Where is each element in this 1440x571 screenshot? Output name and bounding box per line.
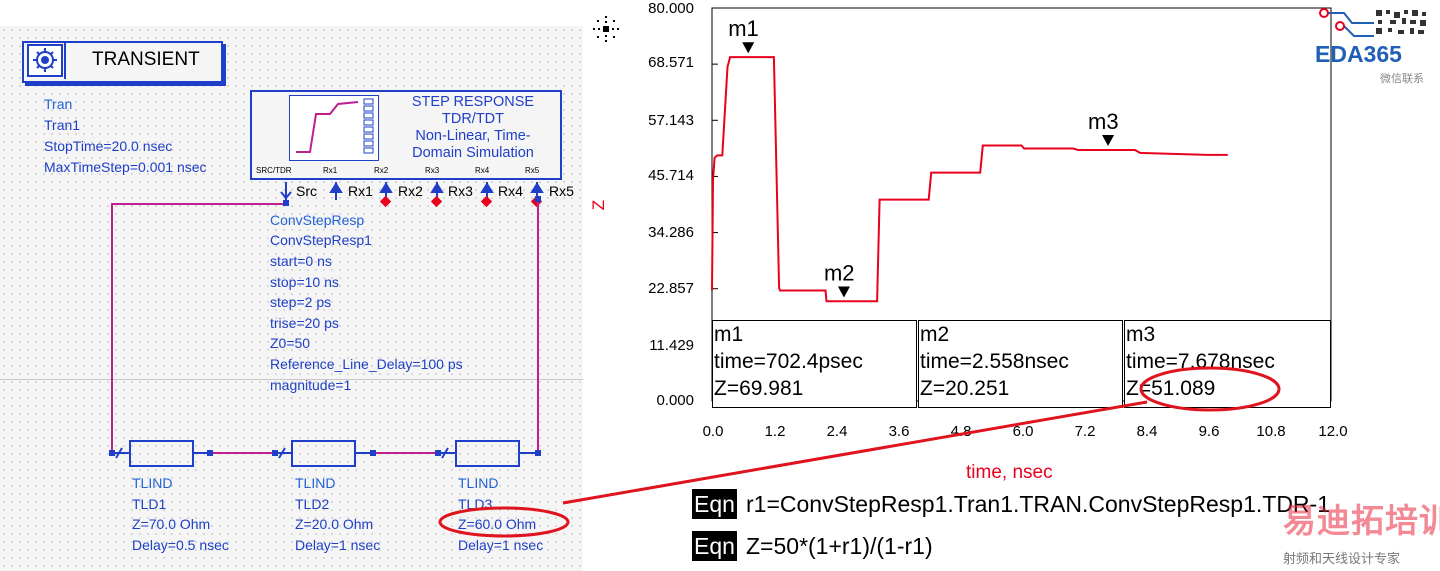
step-response-line: STEP RESPONSE (411, 94, 535, 110)
schematic-wiring (109, 196, 541, 467)
y-tick-label: 45.714 (648, 167, 694, 184)
tline-prop: Delay=0.5 nsec (132, 537, 229, 553)
marker-readout-m3[interactable]: m3 time=7.678nsec Z=51.089 (1124, 320, 1331, 408)
conv-step-prop: step=2 ps (270, 294, 332, 310)
y-tick-label: 11.429 (649, 337, 694, 354)
pin-label: Rx1 (348, 183, 373, 199)
eda365-logo: EDA365 微信联系 (1314, 8, 1440, 88)
x-tick-label: 8.4 (1136, 423, 1158, 440)
pin-label: Rx2 (398, 183, 423, 199)
x-tick-label: 3.6 (888, 423, 910, 440)
eqn-text: Z=50*(1+r1)/(1-r1) (746, 533, 933, 559)
x-tick-label: 7.2 (1074, 423, 1096, 440)
marker-readout-m2[interactable]: m2 time=2.558nsec Z=20.251 (918, 320, 1123, 408)
eda365-logo-sub: 微信联系 (1380, 73, 1424, 85)
x-axis-label: time, nsec (966, 462, 1053, 483)
marker-value: Z=69.981 (714, 377, 804, 400)
tline-prop: TLD1 (132, 496, 167, 512)
tline-prop: TLIND (295, 475, 336, 491)
x-tick-label: 1.2 (764, 423, 786, 440)
transient-divider (64, 43, 66, 79)
marker-m3-label: m3 (1088, 109, 1119, 134)
pin-small-label: Rx3 (425, 166, 440, 175)
transient-title: TRANSIENT (92, 49, 200, 70)
circuit-logo-icon (1319, 8, 1426, 37)
pin-label: Rx4 (498, 183, 523, 199)
transient-prop: Tran1 (44, 117, 81, 133)
conv-step-prop: stop=10 ns (270, 274, 339, 290)
x-tick-label: 6.0 (1012, 423, 1034, 440)
marker-time: time=702.4psec (714, 350, 863, 373)
pin-small-label: Rx5 (525, 166, 540, 175)
conv-step-prop: Z0=50 (270, 335, 311, 351)
conv-step-prop: start=0 ns (270, 253, 332, 269)
step-response-text: STEP RESPONSE TDR/TDT Non-Linear, Time- … (390, 94, 556, 162)
marker-name: m2 (920, 323, 950, 346)
pin-label: Rx3 (448, 183, 473, 199)
y-tick-label: 80.000 (648, 0, 694, 17)
marker-name: m1 (714, 323, 744, 346)
transient-prop: StopTime=20.0 nsec (44, 138, 173, 154)
pin-label: Rx5 (549, 183, 574, 199)
eda365-logo-text: EDA365 (1315, 41, 1402, 67)
watermark-sub: 射频和天线设计专家 (1283, 551, 1401, 566)
conv-step-prop: magnitude=1 (270, 377, 352, 393)
pin-small-label: Rx4 (475, 166, 490, 175)
step-response-line: TDR/TDT (441, 111, 504, 127)
transient-prop: MaxTimeStep=0.001 nsec (44, 159, 207, 175)
pin-small-label: Rx2 (374, 166, 389, 175)
marker-m1-label: m1 (728, 16, 759, 41)
x-tick-label: 2.4 (826, 423, 848, 440)
tline-prop: Delay=1 nsec (458, 537, 544, 553)
conv-step-prop: ConvStepResp (270, 212, 365, 228)
tline-prop: Z=20.0 Ohm (295, 516, 374, 532)
pin-small-label: Rx1 (323, 166, 338, 175)
conv-step-prop: Reference_Line_Delay=100 ps (270, 356, 463, 372)
guide-line (0, 379, 583, 380)
eqn-text: r1=ConvStepResp1.Tran1.TRAN.ConvStepResp… (746, 491, 1330, 517)
tline-prop: Z=60.0 Ohm (458, 516, 537, 532)
tline-prop: TLIND (458, 475, 499, 491)
sparkle-icon (591, 14, 621, 49)
pin-label: Src (296, 183, 317, 199)
y-tick-label: 57.143 (648, 112, 694, 129)
step-response-line: Non-Linear, Time- (415, 128, 531, 144)
step-response-line: Domain Simulation (412, 145, 534, 161)
y-tick-label: 68.571 (648, 54, 694, 71)
eqn-tag: Eqn (692, 531, 737, 561)
step-response-graph-icon (289, 95, 379, 161)
y-tick-label: 22.857 (648, 280, 694, 297)
marker-readout-m1[interactable]: m1 time=702.4psec Z=69.981 (712, 320, 917, 408)
y-tick-label: 0.000 (656, 392, 694, 409)
marker-m2-triangle (837, 286, 850, 298)
marker-m1-triangle (742, 42, 755, 54)
marker-time: time=2.558nsec (920, 350, 1069, 373)
tline-prop: Delay=1 nsec (295, 537, 381, 553)
x-tick-label: 10.8 (1256, 423, 1286, 440)
eqn-tag: Eqn (692, 489, 737, 519)
transient-icon (27, 44, 63, 77)
conv-step-prop: ConvStepResp1 (270, 232, 372, 248)
tline-prop: TLIND (132, 475, 173, 491)
x-tick-label: 0.0 (702, 423, 724, 440)
tline-prop: Z=70.0 Ohm (132, 516, 211, 532)
marker-m2-label: m2 (824, 261, 855, 286)
x-tick-label: 9.6 (1198, 423, 1220, 440)
transient-prop: Tran (44, 96, 73, 112)
conv-step-prop: trise=20 ps (270, 315, 339, 331)
watermark-main: 易迪拓培训 (1283, 502, 1440, 539)
y-tick-label: 34.286 (648, 224, 694, 241)
marker-value: Z=20.251 (920, 377, 1010, 400)
marker-value: Z=51.089 (1126, 377, 1216, 400)
tline-prop: TLD2 (295, 496, 330, 512)
z-trace (711, 56, 1228, 303)
x-tick-label: 12.0 (1318, 423, 1348, 440)
marker-name: m3 (1126, 323, 1156, 346)
pin-small-label: SRC/TDR (256, 166, 292, 175)
marker-m3-triangle (1102, 135, 1115, 147)
marker-time: time=7.678nsec (1126, 350, 1275, 373)
